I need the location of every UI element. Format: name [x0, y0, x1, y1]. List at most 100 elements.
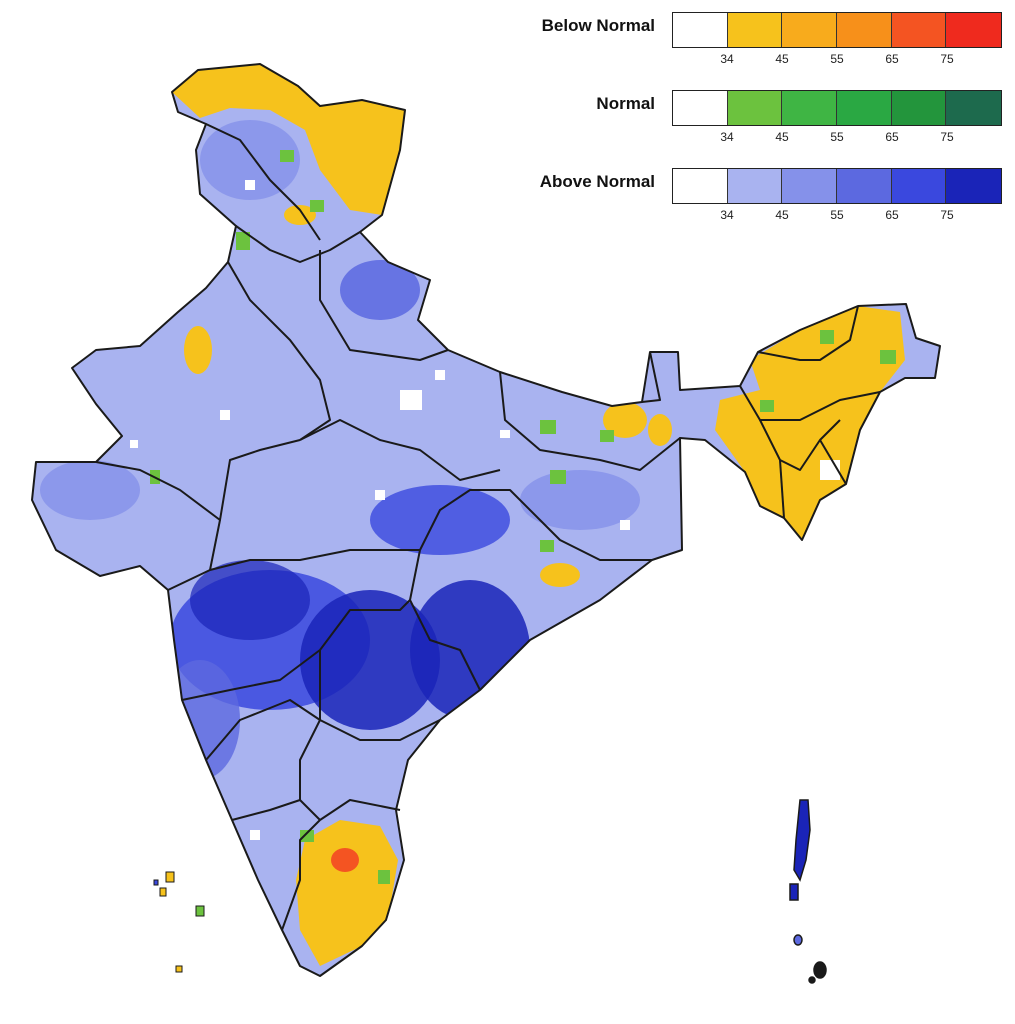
no-signal-cell	[400, 390, 422, 410]
no-signal-cell	[250, 830, 260, 840]
state-border	[209, 519, 221, 571]
legend-tick-label: 75	[940, 52, 954, 66]
legend-tick-label: 55	[830, 208, 844, 222]
legend-color-bar	[672, 90, 1002, 126]
state-border	[759, 419, 841, 471]
state-border	[205, 123, 321, 241]
above-normal-zone	[200, 120, 300, 200]
andaman-island	[789, 883, 799, 901]
legend-above-normal: Above Normal 34 45 55 65 75	[0, 160, 1015, 222]
state-border	[167, 549, 420, 591]
below-normal-patch	[184, 326, 212, 374]
legend-tick-label: 65	[885, 130, 899, 144]
below-normal-patch	[603, 402, 647, 438]
normal-patch	[820, 330, 834, 344]
legend-swatch	[891, 169, 947, 203]
above-normal-zone	[340, 260, 420, 320]
borders	[31, 63, 941, 977]
legend-label: Above Normal	[539, 172, 655, 191]
legend-tick-label: 34	[720, 130, 734, 144]
state-border	[235, 225, 361, 263]
state-border	[231, 799, 301, 821]
legend-swatch	[782, 91, 838, 125]
state-border	[419, 489, 652, 561]
legend-swatch	[782, 13, 838, 47]
legend-tick-label: 34	[720, 208, 734, 222]
island	[165, 871, 175, 883]
no-signal-cell	[245, 180, 255, 190]
normal-patch	[236, 232, 250, 250]
above-normal-zone	[160, 660, 240, 780]
normal-patch	[300, 830, 314, 842]
legend-tick-label: 75	[940, 208, 954, 222]
legend-color-bar	[672, 12, 1002, 48]
island	[153, 879, 159, 886]
above-normal-zone	[410, 580, 530, 720]
legend-swatch	[673, 169, 728, 203]
below-normal-region-south	[296, 820, 398, 966]
legend-tick-label: 75	[940, 130, 954, 144]
legend-normal: Normal 34 45 55 65 75	[0, 82, 1015, 144]
no-signal-cell	[130, 440, 138, 448]
lakshadweep-islands	[153, 871, 205, 973]
nicobar-island	[793, 934, 803, 946]
normal-patch	[880, 350, 896, 364]
above-normal-zone	[300, 590, 440, 730]
legend-label: Normal	[596, 94, 655, 113]
legend-swatch	[727, 91, 783, 125]
state-border	[319, 250, 449, 361]
legend-swatch	[837, 13, 892, 47]
normal-patch	[760, 400, 774, 412]
legend-tick-label: 45	[775, 208, 789, 222]
andaman-nicobar-islands	[789, 799, 827, 984]
normal-patch	[600, 430, 614, 442]
legend-tick-label: 45	[775, 52, 789, 66]
legend-ticks: 34 45 55 65 75	[672, 208, 1002, 224]
normal-patch	[540, 420, 556, 434]
normal-patch	[540, 540, 554, 552]
above-normal-zone	[370, 485, 510, 555]
nicobar-island	[808, 976, 816, 984]
above-normal-zone	[190, 560, 310, 640]
legend-tick-label: 55	[830, 130, 844, 144]
state-border	[499, 371, 681, 471]
below-normal-region-northeast	[715, 306, 905, 540]
country-outline	[31, 63, 941, 977]
state-border	[739, 385, 881, 421]
state-border	[299, 419, 501, 481]
below-normal-patch	[284, 205, 316, 225]
legend-swatch	[946, 91, 1002, 125]
state-border	[641, 351, 661, 403]
legend-swatch	[891, 91, 947, 125]
below-normal-patch	[540, 563, 580, 587]
legend-tick-label: 65	[885, 52, 899, 66]
above-normal-zone	[40, 460, 140, 520]
andaman-island	[793, 799, 811, 882]
legend-color-bar	[672, 168, 1002, 204]
normal-patch	[550, 470, 566, 484]
state-border	[227, 261, 331, 441]
legend-swatch	[837, 169, 892, 203]
legend-tick-label: 65	[885, 208, 899, 222]
island	[159, 887, 167, 897]
state-border	[757, 305, 859, 361]
island-groups	[153, 799, 827, 984]
below-normal-region-north	[172, 64, 405, 215]
legend-swatch	[673, 91, 728, 125]
no-signal-cell	[375, 490, 385, 500]
legend-tick-label: 34	[720, 52, 734, 66]
legend-tick-label: 55	[830, 52, 844, 66]
state-border	[819, 439, 847, 485]
legend-swatch	[727, 13, 783, 47]
legend-swatch	[946, 169, 1002, 203]
legend-swatch	[891, 13, 947, 47]
normal-patch	[280, 150, 294, 162]
legend-swatch	[782, 169, 838, 203]
island	[195, 905, 205, 917]
state-border	[319, 799, 401, 821]
state-border	[409, 549, 481, 691]
no-signal-cell	[620, 520, 630, 530]
below-normal-patch	[648, 414, 672, 446]
legend-swatch	[727, 169, 783, 203]
below-normal-region-south-core	[331, 848, 359, 872]
